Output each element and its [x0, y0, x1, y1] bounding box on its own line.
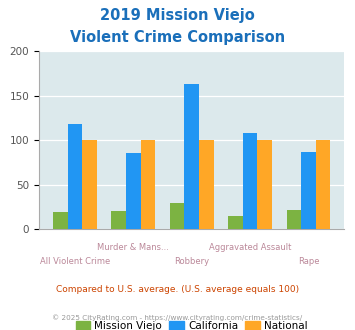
Bar	[111, 211, 126, 229]
Text: Rape: Rape	[298, 257, 319, 266]
Text: Compared to U.S. average. (U.S. average equals 100): Compared to U.S. average. (U.S. average …	[56, 285, 299, 294]
Text: Aggravated Assault: Aggravated Assault	[209, 243, 291, 252]
Text: © 2025 CityRating.com - https://www.cityrating.com/crime-statistics/: © 2025 CityRating.com - https://www.city…	[53, 314, 302, 321]
Bar	[170, 203, 184, 229]
Bar	[82, 140, 97, 229]
Bar	[316, 140, 331, 229]
Bar	[243, 133, 257, 229]
Legend: Mission Viejo, California, National: Mission Viejo, California, National	[71, 316, 312, 330]
Bar	[184, 84, 199, 229]
Bar	[257, 140, 272, 229]
Text: Robbery: Robbery	[174, 257, 209, 266]
Text: All Violent Crime: All Violent Crime	[40, 257, 110, 266]
Bar	[141, 140, 155, 229]
Bar	[301, 152, 316, 229]
Bar	[199, 140, 214, 229]
Text: 2019 Mission Viejo: 2019 Mission Viejo	[100, 8, 255, 23]
Bar	[126, 153, 141, 229]
Bar	[67, 124, 82, 229]
Bar	[286, 210, 301, 229]
Bar	[228, 216, 243, 229]
Text: Violent Crime Comparison: Violent Crime Comparison	[70, 30, 285, 45]
Text: Murder & Mans...: Murder & Mans...	[97, 243, 169, 252]
Bar	[53, 213, 67, 229]
